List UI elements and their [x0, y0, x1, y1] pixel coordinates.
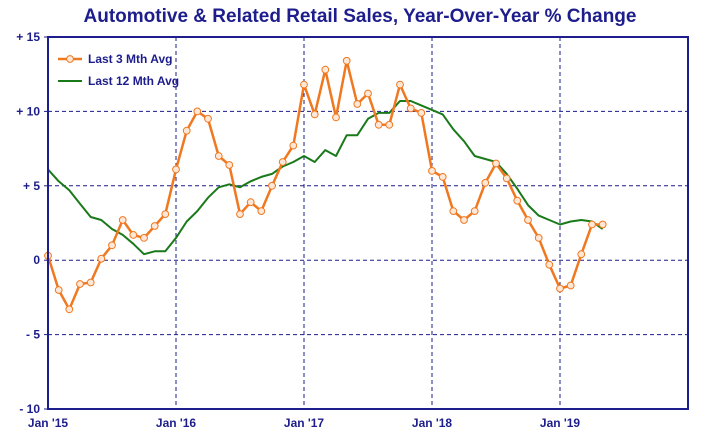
y-tick-label: - 5: [26, 328, 40, 342]
data-point: [289, 141, 298, 150]
data-point: [76, 280, 84, 288]
y-tick-label: + 10: [16, 104, 40, 118]
x-tick-label: Jan '18: [412, 416, 453, 430]
data-point: [438, 173, 447, 181]
data-point: [428, 167, 436, 175]
data-point: [54, 286, 63, 294]
data-point: [321, 65, 330, 74]
x-tick-label: Jan '15: [28, 416, 69, 430]
y-tick-label: + 5: [23, 179, 40, 193]
data-point: [161, 210, 170, 219]
data-point: [268, 181, 276, 190]
data-point: [182, 126, 191, 135]
data-point: [172, 165, 180, 174]
data-point: [342, 56, 351, 65]
chart-title: Automotive & Related Retail Sales, Year-…: [84, 6, 637, 27]
data-point: [534, 234, 543, 242]
data-point: [566, 281, 575, 290]
data-point: [65, 305, 74, 314]
data-point: [513, 196, 522, 205]
legend-label: Last 3 Mth Avg: [88, 52, 172, 66]
y-tick-label: + 15: [16, 30, 40, 44]
data-point: [353, 100, 362, 108]
data-point: [481, 178, 490, 187]
data-point: [460, 216, 468, 224]
data-point: [278, 158, 287, 166]
legend-swatch-marker: [66, 55, 74, 63]
data-point: [193, 107, 202, 116]
data-point: [129, 231, 138, 239]
legend-label: Last 12 Mth Avg: [88, 74, 179, 88]
data-point: [300, 80, 308, 89]
data-point: [204, 114, 212, 123]
data-point: [225, 161, 234, 169]
data-point: [332, 113, 340, 122]
series-group: [44, 56, 607, 314]
data-point: [236, 210, 244, 219]
data-point: [417, 109, 426, 117]
data-point: [492, 159, 500, 168]
data-point: [246, 198, 255, 207]
grid-lines: [48, 37, 688, 409]
data-point: [449, 207, 458, 216]
data-point: [97, 254, 106, 263]
legend: Last 3 Mth Avg Last 12 Mth Avg: [58, 52, 179, 88]
data-point: [598, 220, 607, 229]
data-point: [140, 234, 148, 242]
data-point: [310, 110, 319, 119]
data-point: [556, 284, 564, 293]
data-point: [385, 120, 394, 129]
y-tick-label: 0: [33, 253, 40, 267]
x-tick-label: Jan '19: [540, 416, 581, 430]
data-point: [364, 89, 372, 98]
data-point: [588, 220, 596, 229]
data-point: [150, 222, 159, 230]
y-tick-label: - 10: [19, 402, 40, 416]
data-point: [108, 241, 116, 250]
data-point: [577, 250, 586, 259]
data-point: [214, 152, 223, 160]
data-point: [257, 207, 266, 216]
data-point: [524, 216, 532, 224]
data-point: [86, 278, 95, 287]
data-point: [374, 120, 383, 129]
data-point: [406, 104, 415, 113]
x-tick-label: Jan '16: [156, 416, 197, 430]
data-point: [118, 216, 127, 224]
x-tick-label: Jan '17: [284, 416, 325, 430]
plot-frame: [47, 36, 689, 410]
data-point: [396, 80, 404, 89]
data-point: [470, 207, 479, 216]
series-line-last-3-mth-avg: [46, 59, 603, 311]
data-point: [502, 174, 511, 183]
data-point: [545, 260, 554, 269]
